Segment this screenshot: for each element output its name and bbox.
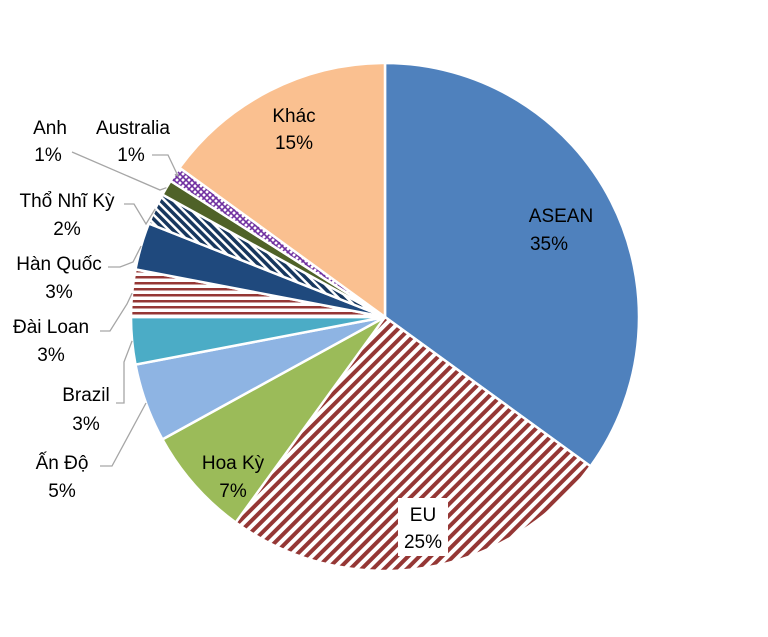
label-anh: Anh 1%: [33, 118, 67, 166]
slice-label-an-do: Ấn Độ: [36, 452, 89, 474]
label-brazil: Brazil 3%: [62, 385, 110, 435]
slice-value-anh: 1%: [34, 145, 62, 166]
label-asean: ASEAN 35%: [529, 206, 593, 255]
slice-label-tho-nhi-ky: Thổ Nhĩ Kỳ: [19, 191, 115, 212]
label-hoa-ky: Hoa Kỳ 7%: [202, 453, 265, 502]
pie-slice-eu: [233, 315, 593, 573]
pie-slices: [129, 61, 641, 573]
label-eu-background: [398, 498, 448, 556]
leader-line: [100, 292, 133, 332]
label-an-do: Ấn Độ 5%: [36, 452, 89, 502]
slice-value-tho-nhi-ky: 2%: [53, 219, 81, 240]
slice-label-hoa-ky: Hoa Kỳ: [202, 453, 265, 474]
slice-label-han-quoc: Hàn Quốc: [16, 254, 102, 275]
slice-label-brazil: Brazil: [62, 385, 110, 406]
slice-value-han-quoc: 3%: [45, 282, 73, 303]
pie-slice-asean: [383, 61, 641, 469]
leader-line: [108, 245, 142, 268]
leader-line: [71, 151, 167, 191]
slice-value-asean: 35%: [530, 234, 568, 255]
slice-label-asean: ASEAN: [529, 206, 593, 227]
label-eu: EU 25%: [398, 498, 448, 556]
pie-slice-khac: [177, 61, 387, 320]
slice-label-dai-loan: Đài Loan: [13, 317, 89, 338]
slice-value-australia: 1%: [117, 145, 145, 166]
slice-value-dai-loan: 3%: [37, 345, 65, 366]
label-han-quoc: Hàn Quốc 3%: [16, 254, 102, 303]
leader-line: [100, 402, 147, 467]
slice-value-hoa-ky: 7%: [219, 481, 247, 502]
slice-label-australia: Australia: [96, 118, 170, 139]
leader-line: [116, 340, 133, 404]
slice-label-anh: Anh: [33, 118, 67, 139]
label-dai-loan: Đài Loan 3%: [13, 317, 89, 366]
slice-label-eu: EU: [410, 505, 436, 526]
slice-value-eu: 25%: [404, 532, 442, 553]
slice-value-khac: 15%: [275, 133, 313, 154]
label-khac: Khác 15%: [272, 106, 315, 154]
label-tho-nhi-ky: Thổ Nhĩ Kỳ 2%: [19, 191, 115, 240]
slice-label-khac: Khác: [272, 106, 315, 127]
leader-line: [152, 154, 180, 178]
leader-lines: [71, 151, 180, 467]
slice-value-brazil: 3%: [72, 414, 100, 435]
leader-line: [124, 203, 156, 226]
pie-slice-hoa-ky: [160, 315, 387, 525]
slice-value-an-do: 5%: [48, 481, 76, 502]
label-australia: Australia 1%: [96, 118, 170, 166]
